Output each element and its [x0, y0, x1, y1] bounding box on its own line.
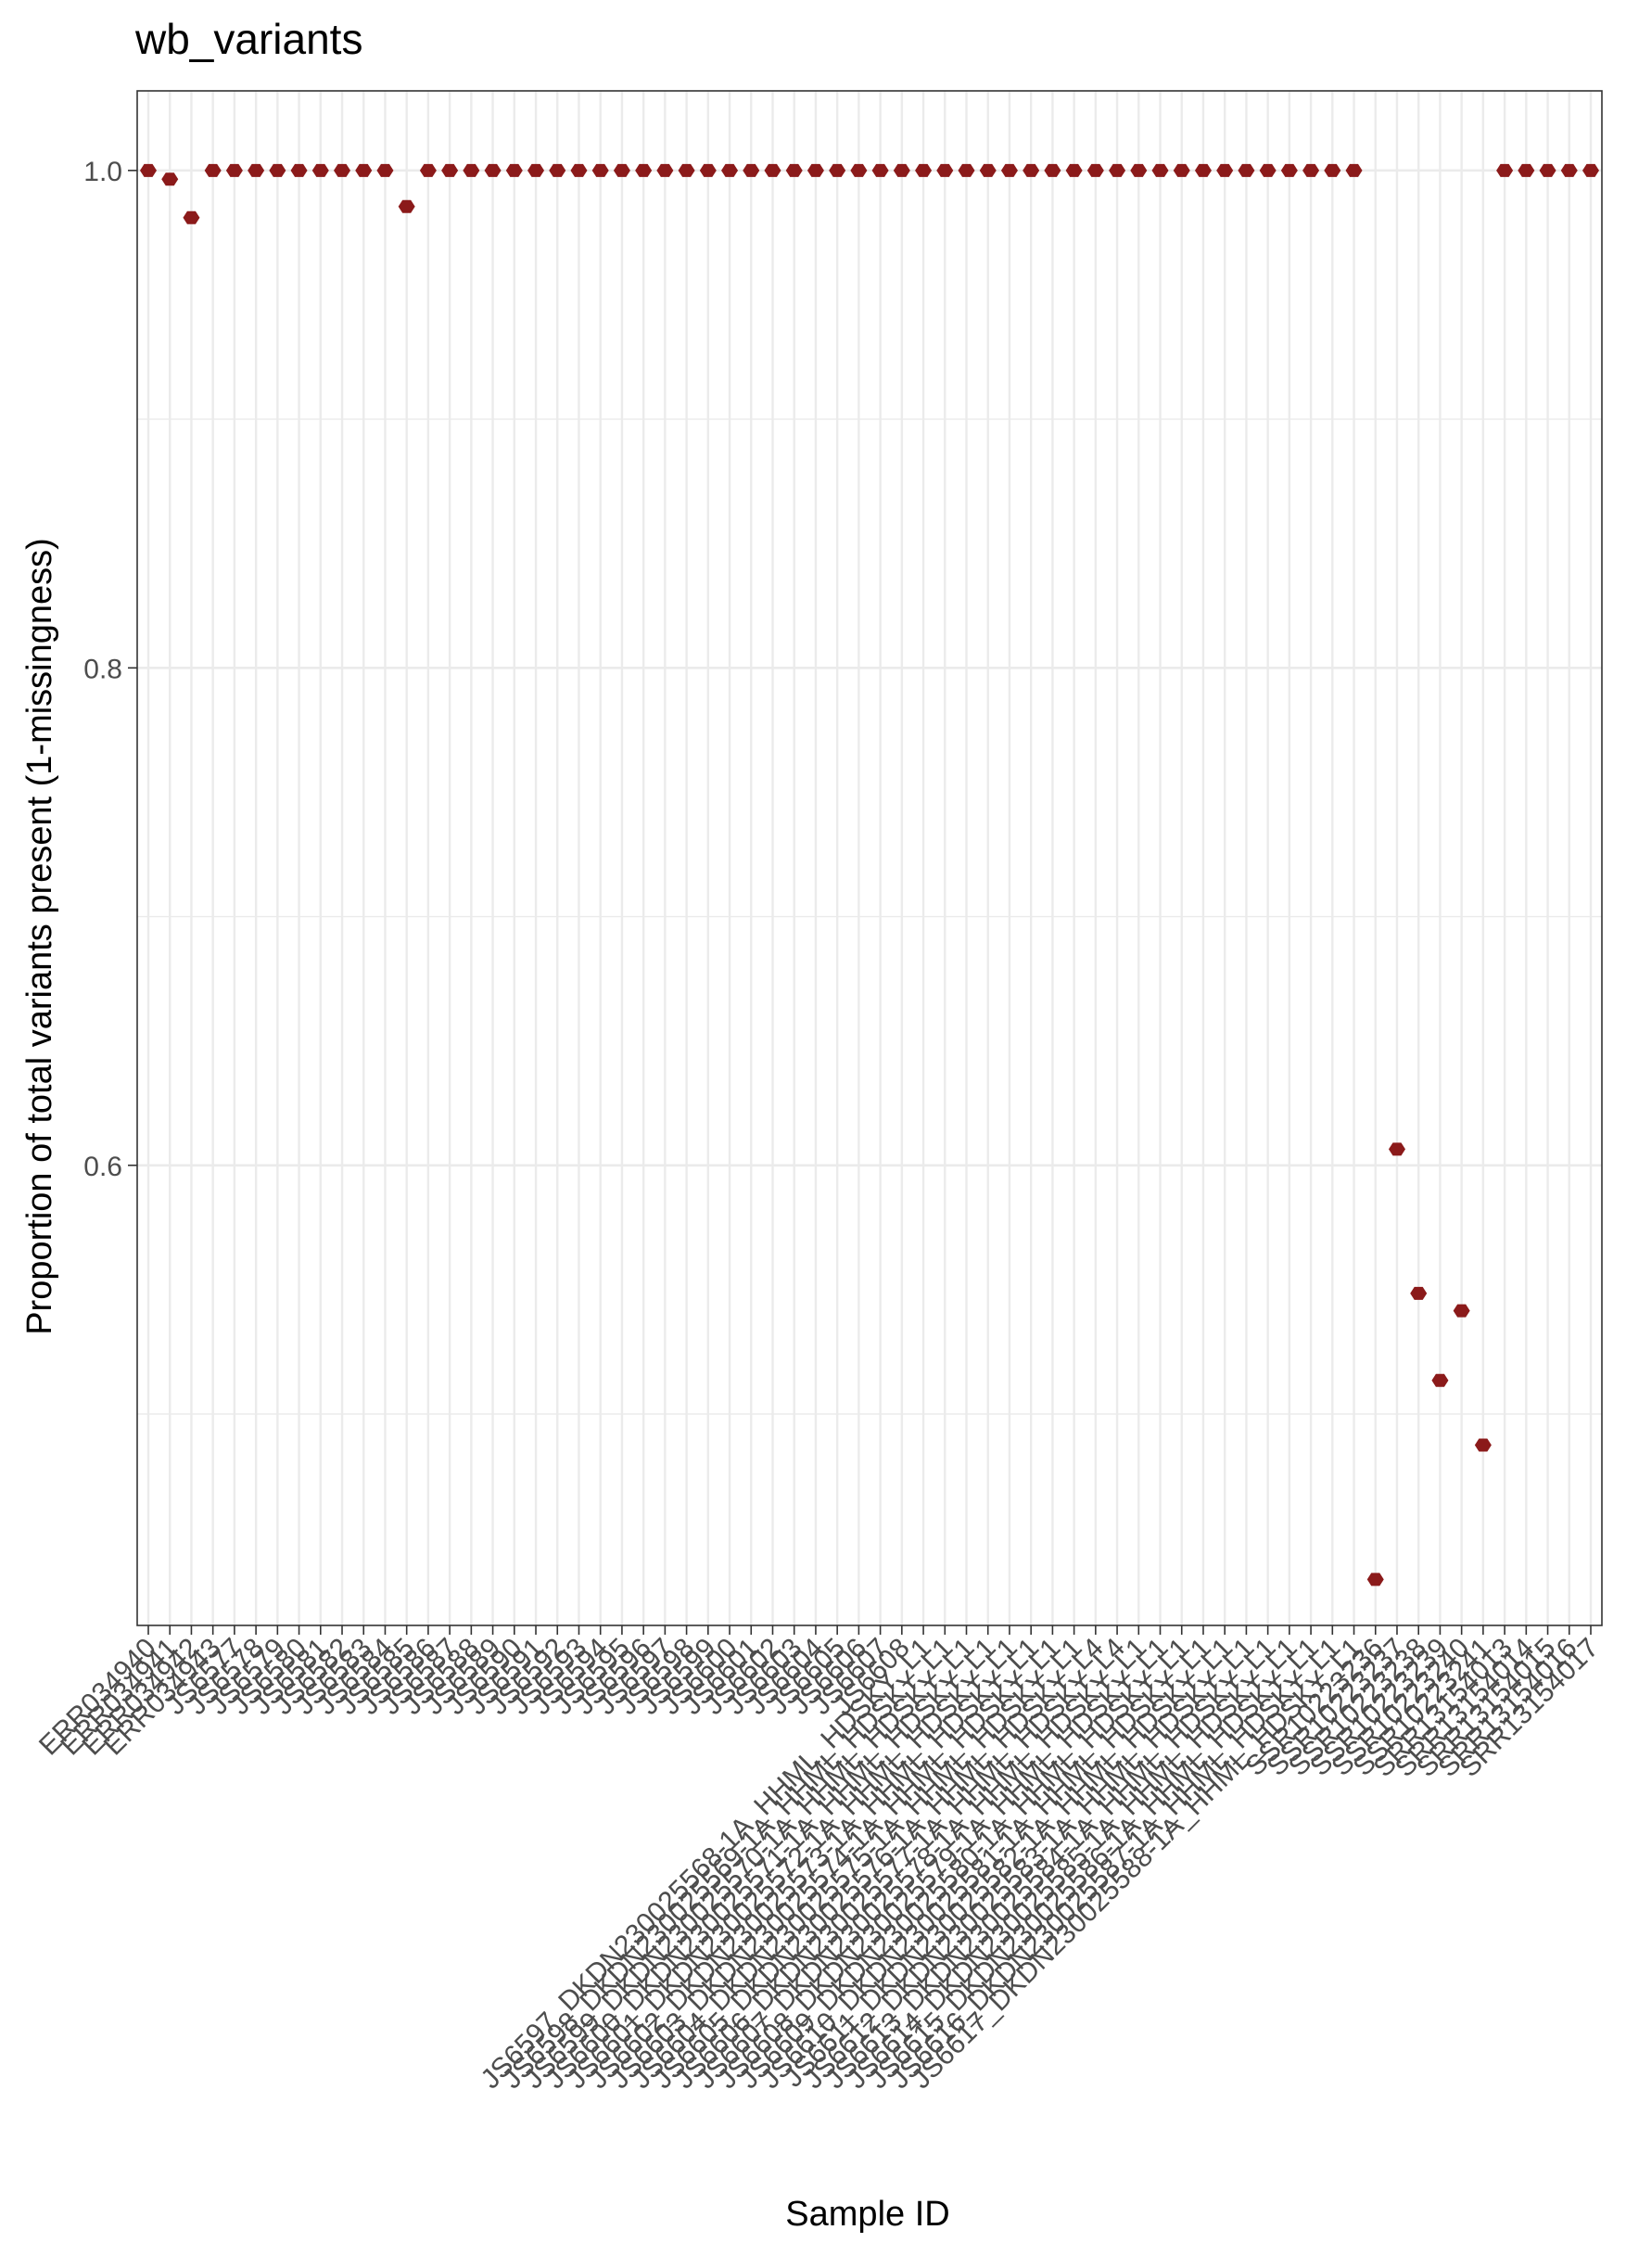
data-point — [829, 163, 846, 177]
data-point — [355, 163, 373, 177]
data-point — [1151, 163, 1169, 177]
data-point — [183, 210, 200, 224]
data-point — [290, 163, 308, 177]
data-point — [140, 163, 157, 177]
data-point — [1000, 163, 1018, 177]
data-point — [958, 163, 975, 177]
data-point — [161, 172, 179, 186]
data-point — [225, 163, 243, 177]
data-point — [1023, 163, 1040, 177]
data-point — [1238, 163, 1255, 177]
chart-title: wb_variants — [134, 15, 362, 63]
data-point — [484, 163, 502, 177]
data-point — [1280, 163, 1298, 177]
grid-layer — [137, 91, 1602, 1625]
data-point — [1496, 163, 1514, 177]
data-point — [936, 163, 954, 177]
data-point — [527, 163, 545, 177]
points-layer — [140, 163, 1599, 1586]
data-point — [1431, 1373, 1449, 1387]
data-point — [785, 163, 803, 177]
y-tick-label: 1.0 — [83, 157, 122, 187]
y-tick-label: 0.8 — [83, 654, 122, 684]
data-point — [591, 163, 609, 177]
data-point — [398, 199, 415, 213]
data-point — [204, 163, 222, 177]
data-point — [893, 163, 910, 177]
data-point — [419, 163, 437, 177]
data-point — [613, 163, 630, 177]
y-tick-label: 0.6 — [83, 1152, 122, 1182]
data-point — [463, 163, 480, 177]
data-point — [699, 163, 717, 177]
data-point — [376, 163, 394, 177]
data-point — [850, 163, 868, 177]
data-point — [1130, 163, 1148, 177]
data-point — [871, 163, 889, 177]
data-point — [1410, 1286, 1428, 1300]
data-point — [915, 163, 933, 177]
data-point — [678, 163, 695, 177]
data-point — [1086, 163, 1104, 177]
data-point — [334, 163, 351, 177]
data-point — [1560, 163, 1578, 177]
data-point — [1324, 163, 1341, 177]
data-point — [1453, 1304, 1470, 1318]
data-point — [721, 163, 739, 177]
data-point — [248, 163, 265, 177]
data-point — [979, 163, 997, 177]
data-point — [269, 163, 286, 177]
data-point — [764, 163, 781, 177]
data-point — [1582, 163, 1599, 177]
data-point — [549, 163, 566, 177]
x-axis-title: Sample ID — [785, 2195, 949, 2234]
data-point — [1173, 163, 1190, 177]
data-point — [570, 163, 588, 177]
data-point — [1194, 163, 1212, 177]
data-point — [1065, 163, 1083, 177]
data-point — [505, 163, 523, 177]
data-point — [1366, 1573, 1384, 1586]
data-point — [1345, 163, 1363, 177]
data-point — [311, 163, 329, 177]
y-axis-title: Proportion of total variants present (1-… — [20, 538, 59, 1335]
data-point — [743, 163, 760, 177]
data-point — [807, 163, 824, 177]
panel-border — [136, 90, 1603, 1626]
data-point — [1388, 1142, 1405, 1156]
data-point — [1518, 163, 1535, 177]
data-point — [656, 163, 674, 177]
data-point — [1474, 1438, 1492, 1452]
data-point — [1216, 163, 1234, 177]
data-point — [1109, 163, 1126, 177]
data-point — [1044, 163, 1061, 177]
data-point — [1259, 163, 1277, 177]
data-point — [441, 163, 459, 177]
data-point — [635, 163, 653, 177]
data-point — [1539, 163, 1556, 177]
data-point — [1302, 163, 1320, 177]
